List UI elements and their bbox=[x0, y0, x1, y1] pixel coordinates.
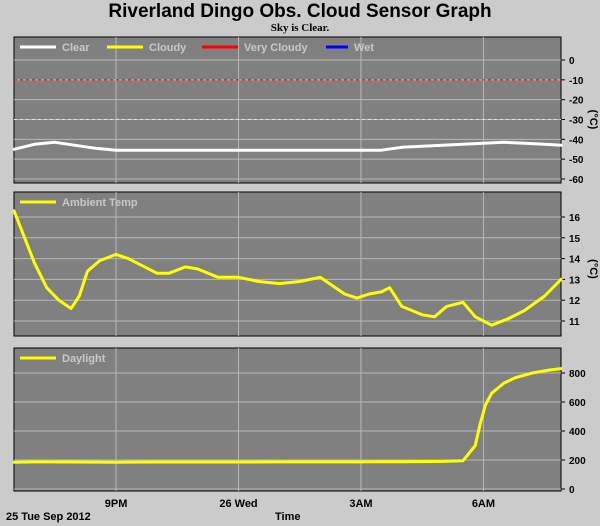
daylight-series-daylight bbox=[12, 367, 563, 464]
legend-label: Wet bbox=[354, 42, 374, 54]
legend-label: Daylight bbox=[62, 353, 106, 365]
ambient-ytick-label: 13 bbox=[569, 275, 581, 286]
xtick-label: 3AM bbox=[349, 498, 372, 510]
legend-label: Very Cloudy bbox=[244, 42, 308, 54]
date-label: 25 Tue Sep 2012 bbox=[6, 511, 91, 523]
xtick-label: 6AM bbox=[472, 498, 495, 510]
cloud-sensor-ytick-label: -40 bbox=[569, 135, 584, 146]
ambient-ytick-label: 12 bbox=[569, 296, 581, 307]
ambient-ylabel: (°C) bbox=[587, 259, 599, 279]
cloud-sensor-ytick-label: -30 bbox=[569, 116, 584, 127]
daylight-ytick-label: 600 bbox=[569, 398, 586, 409]
cloud-sensor-ytick-label: -60 bbox=[569, 175, 584, 186]
ambient-panel: 16 15 14 13 12 11 (°C) Ambient Temp bbox=[12, 191, 599, 337]
xtick-label: 26 Wed bbox=[219, 498, 257, 510]
ambient-ytick-label: 15 bbox=[569, 234, 581, 245]
ambient-ytick-label: 14 bbox=[569, 255, 581, 266]
legend-label: Cloudy bbox=[149, 42, 187, 54]
legend-label: Ambient Temp bbox=[62, 197, 138, 209]
daylight-ytick-label: 200 bbox=[569, 456, 586, 467]
ambient-ytick-label: 11 bbox=[569, 317, 580, 328]
cloud-sensor-ytick-label: -50 bbox=[569, 155, 584, 166]
legend-label: Clear bbox=[62, 42, 90, 54]
cloud-sensor-ytick-label: -10 bbox=[569, 76, 584, 87]
sky-status: Sky is Clear. bbox=[270, 22, 330, 34]
cloud-sensor-series-clear bbox=[12, 140, 563, 152]
daylight-panel: 800 600 400 200 0 Daylight bbox=[12, 347, 586, 496]
cloud-sensor-plot-area bbox=[13, 36, 562, 184]
cloud-sensor-ytick-label: 0 bbox=[569, 56, 575, 67]
daylight-ytick-label: 800 bbox=[569, 369, 586, 380]
cloud-sensor-ytick-label: -20 bbox=[569, 96, 584, 107]
daylight-ytick-label: 0 bbox=[569, 485, 575, 496]
ambient-ytick-label: 16 bbox=[569, 213, 581, 224]
cloud-sensor-ylabel: (°C) bbox=[587, 110, 599, 130]
x-axis-label: Time bbox=[275, 511, 301, 523]
ambient-series-ambient-temp bbox=[12, 209, 563, 327]
daylight-plot-area bbox=[13, 347, 562, 492]
cloud-sensor-panel: 0 -10 -20 -30 -40 -50 -60 (°C) Clear Cloudy Very C… bbox=[12, 36, 599, 186]
xtick-label: 9PM bbox=[105, 498, 128, 510]
page-title: Riverland Dingo Obs. Cloud Sensor Graph bbox=[108, 1, 492, 22]
daylight-ytick-label: 400 bbox=[569, 427, 586, 438]
